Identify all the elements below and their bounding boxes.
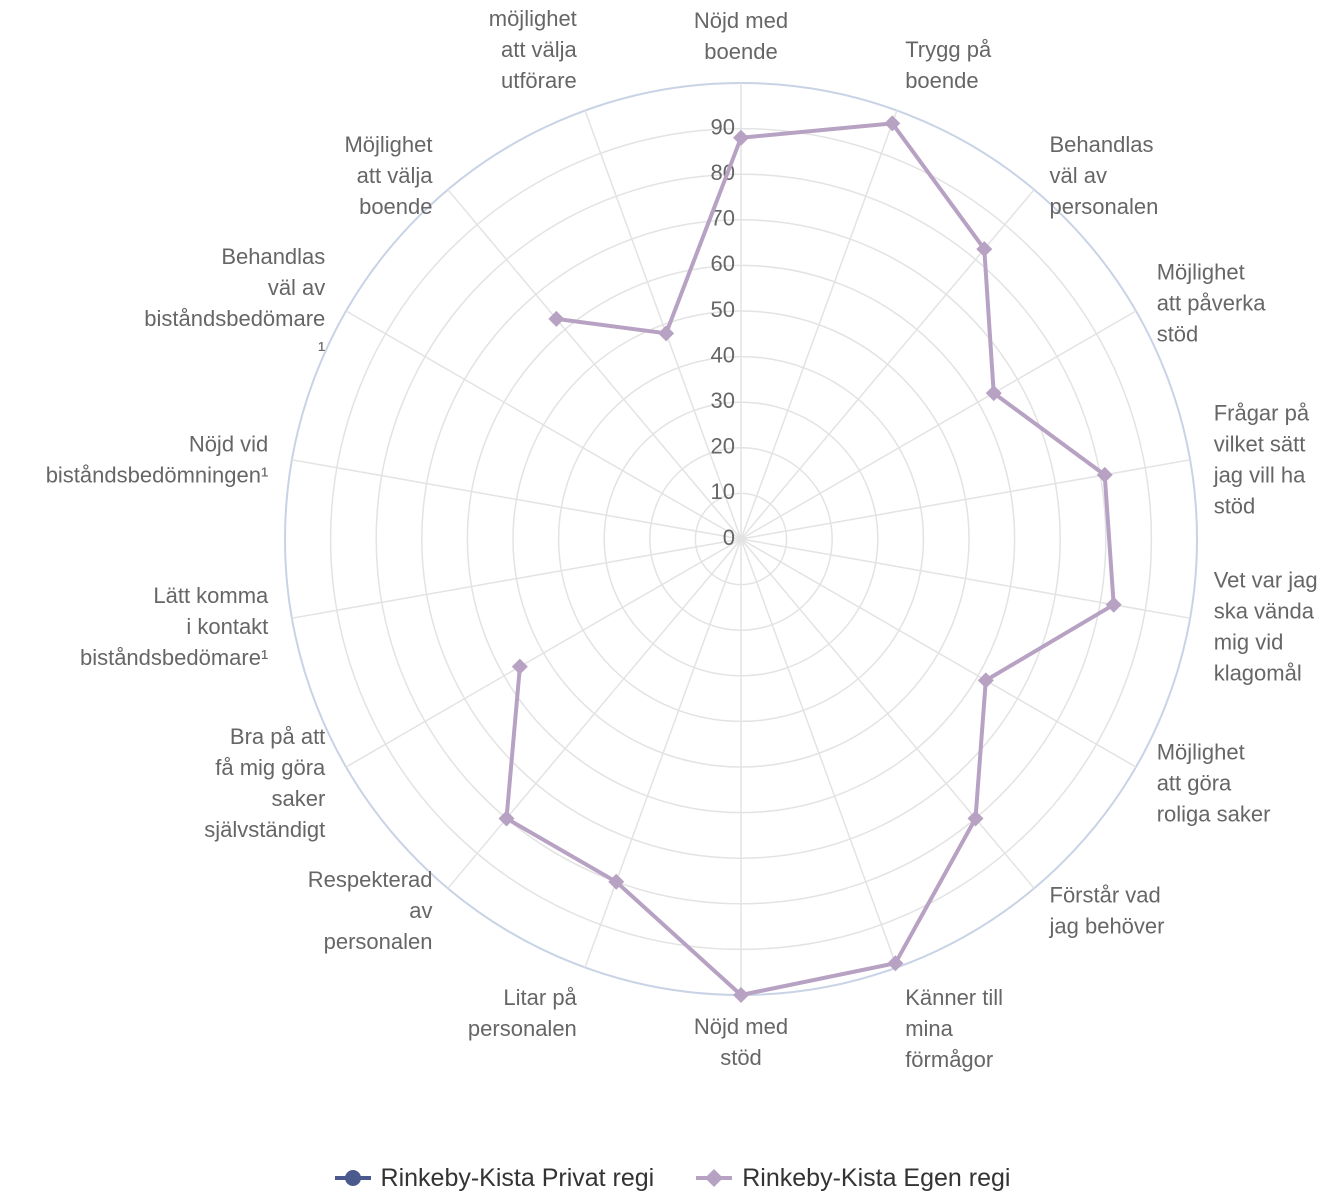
legend-item-egen[interactable]: Rinkeby-Kista Egen regi bbox=[694, 1164, 1010, 1193]
series-layer bbox=[498, 115, 1122, 1003]
category-label: Känner till mina förmågor bbox=[905, 985, 1003, 1072]
data-point[interactable] bbox=[967, 810, 984, 827]
category-label: Möjlighet att göra roliga saker bbox=[1157, 740, 1271, 827]
spoke-line bbox=[345, 310, 742, 540]
legend-circle-marker-icon bbox=[334, 1170, 371, 1186]
category-label: Litar på personalen bbox=[468, 985, 578, 1041]
legend-label: Rinkeby-Kista Privat regi bbox=[380, 1163, 655, 1192]
spoke-line bbox=[345, 538, 742, 768]
category-label: Frågar på vilket sätt jag vill ha stöd bbox=[1213, 401, 1310, 519]
tick-label: 50 bbox=[711, 297, 735, 322]
category-label: Lätt komma i kontakt biståndsbedömare¹ bbox=[80, 583, 269, 670]
data-point[interactable] bbox=[548, 310, 565, 327]
tick-label: 30 bbox=[711, 388, 735, 413]
data-point[interactable] bbox=[658, 325, 675, 342]
tick-label: 10 bbox=[711, 479, 735, 504]
data-point[interactable] bbox=[985, 385, 1002, 402]
tick-label: 40 bbox=[711, 342, 735, 367]
spoke-line bbox=[740, 538, 1137, 768]
category-label: Möjlighet att välja boende bbox=[344, 132, 433, 219]
category-label: Möjlighet att påverka stöd bbox=[1157, 260, 1267, 347]
legend: Rinkeby-Kista Privat regi Rinkeby-Kista … bbox=[0, 1160, 1343, 1196]
spoke-line bbox=[740, 310, 1137, 540]
tick-label: 60 bbox=[711, 251, 735, 276]
category-labels: Nöjd med boende Trygg på boende Behandlas väl… bbox=[46, 0, 1318, 1072]
data-point[interactable] bbox=[498, 810, 515, 827]
spoke-line bbox=[447, 538, 742, 889]
data-point[interactable] bbox=[977, 672, 994, 689]
spoke-line bbox=[447, 189, 742, 540]
series-1 bbox=[498, 115, 1122, 1003]
data-point[interactable] bbox=[733, 987, 749, 1003]
data-point[interactable] bbox=[1105, 596, 1122, 613]
category-label: Behandlas väl av biståndsbedömare ¹ bbox=[144, 244, 325, 362]
tick-label: 90 bbox=[711, 114, 735, 139]
category-label: Nöjd vid biståndsbedömningen¹ bbox=[46, 432, 269, 488]
legend-diamond-marker-icon bbox=[696, 1169, 733, 1187]
data-point[interactable] bbox=[884, 115, 901, 132]
legend-label: Rinkeby-Kista Egen regi bbox=[742, 1163, 1011, 1192]
category-label: Nöjd med boende bbox=[694, 8, 788, 64]
data-point[interactable] bbox=[733, 129, 749, 146]
spoke-line bbox=[740, 459, 1191, 540]
spoke-line bbox=[740, 538, 898, 968]
category-label: Trygg på boende bbox=[905, 37, 992, 93]
category-label: Respekterad av personalen bbox=[308, 867, 433, 954]
tick-label: 0 bbox=[723, 525, 735, 550]
spoke-line bbox=[291, 538, 742, 619]
category-label: Behandlas väl av personalen bbox=[1050, 132, 1159, 219]
category-label: Vet var jag ska vända mig vid klagomål bbox=[1214, 567, 1318, 685]
category-label: Bra på att få mig göra saker självständigt bbox=[204, 724, 326, 842]
spoke-line bbox=[291, 459, 742, 540]
data-point[interactable] bbox=[608, 873, 625, 890]
data-point[interactable] bbox=[1096, 466, 1113, 483]
spoke-line bbox=[740, 538, 1035, 889]
category-label: Förstår vad jag behöver bbox=[1049, 883, 1165, 939]
spoke-line bbox=[584, 538, 742, 968]
radar-grid bbox=[284, 82, 1198, 996]
legend-item-privat[interactable]: Rinkeby-Kista Privat regi bbox=[333, 1163, 655, 1193]
tick-label: 20 bbox=[711, 434, 735, 459]
category-label: Nöjd med stöd bbox=[694, 1014, 788, 1070]
spoke-line bbox=[740, 110, 898, 540]
data-point[interactable] bbox=[976, 241, 993, 258]
data-point[interactable] bbox=[887, 955, 904, 972]
data-point[interactable] bbox=[511, 658, 528, 675]
spoke-line bbox=[584, 110, 742, 540]
